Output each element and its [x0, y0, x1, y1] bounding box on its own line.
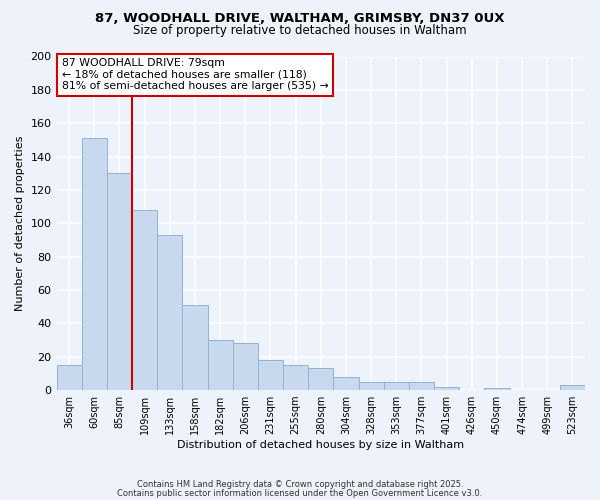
Text: Contains HM Land Registry data © Crown copyright and database right 2025.: Contains HM Land Registry data © Crown c… — [137, 480, 463, 489]
Bar — [208, 340, 233, 390]
Bar — [157, 235, 182, 390]
Text: Contains public sector information licensed under the Open Government Licence v3: Contains public sector information licen… — [118, 489, 482, 498]
Bar — [484, 388, 509, 390]
Bar — [107, 174, 132, 390]
Bar — [233, 344, 258, 390]
Text: Size of property relative to detached houses in Waltham: Size of property relative to detached ho… — [133, 24, 467, 37]
Bar — [434, 386, 459, 390]
Bar — [182, 305, 208, 390]
Bar — [308, 368, 334, 390]
Bar — [258, 360, 283, 390]
Text: 87 WOODHALL DRIVE: 79sqm
← 18% of detached houses are smaller (118)
81% of semi-: 87 WOODHALL DRIVE: 79sqm ← 18% of detach… — [62, 58, 329, 92]
Bar — [82, 138, 107, 390]
Bar — [132, 210, 157, 390]
Bar — [359, 382, 383, 390]
Bar — [56, 365, 82, 390]
Bar — [334, 376, 359, 390]
Bar — [283, 365, 308, 390]
Text: 87, WOODHALL DRIVE, WALTHAM, GRIMSBY, DN37 0UX: 87, WOODHALL DRIVE, WALTHAM, GRIMSBY, DN… — [95, 12, 505, 26]
Bar — [560, 385, 585, 390]
Bar — [383, 382, 409, 390]
Bar — [409, 382, 434, 390]
X-axis label: Distribution of detached houses by size in Waltham: Distribution of detached houses by size … — [177, 440, 464, 450]
Y-axis label: Number of detached properties: Number of detached properties — [15, 136, 25, 311]
